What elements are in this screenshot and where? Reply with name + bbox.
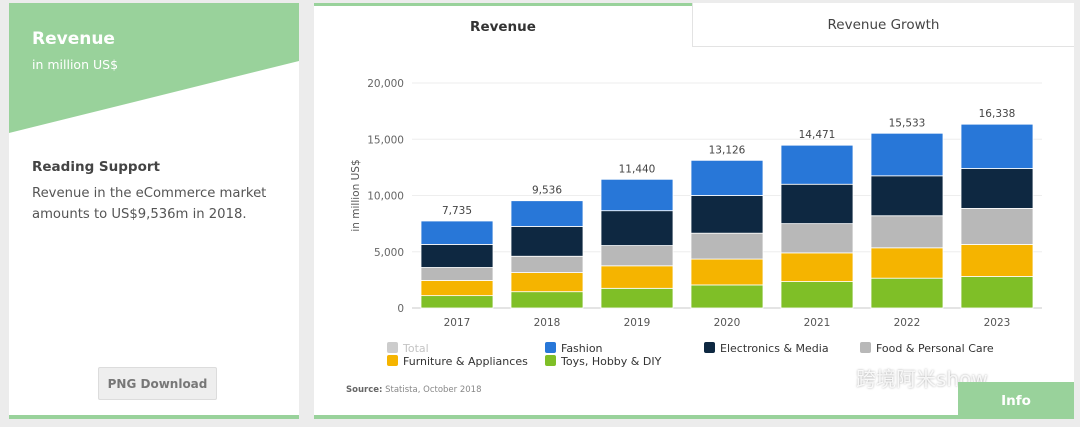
bar-segment bbox=[780, 144, 854, 185]
y-tick-label: 20,000 bbox=[367, 78, 404, 90]
bar-segment bbox=[510, 291, 584, 309]
y-tick-label: 10,000 bbox=[367, 191, 404, 203]
source-label: Source: bbox=[346, 385, 383, 395]
total-data-label: 9,536 bbox=[532, 185, 562, 197]
bar-segment bbox=[510, 272, 584, 293]
legend-label: Fashion bbox=[561, 342, 603, 355]
card-header: Revenue in million US$ bbox=[9, 3, 299, 138]
y-tick-label: 15,000 bbox=[367, 134, 404, 146]
y-tick-label: 0 bbox=[397, 303, 404, 315]
bar-segment bbox=[690, 159, 764, 196]
bar-segment bbox=[420, 244, 494, 268]
bar-segment bbox=[780, 223, 854, 254]
png-download-button[interactable]: PNG Download bbox=[98, 367, 217, 400]
bar-segment bbox=[600, 210, 674, 246]
header-banner bbox=[9, 3, 299, 133]
tab-revenue[interactable]: Revenue bbox=[314, 3, 692, 47]
source-note: Source: Statista, October 2018 bbox=[346, 385, 481, 395]
card-title: Revenue bbox=[32, 29, 115, 49]
source-text: Statista, October 2018 bbox=[385, 385, 482, 395]
bar-segment bbox=[960, 208, 1034, 245]
chart-card: Revenue Revenue Growth 0 5,000 10,000 15,00… bbox=[314, 3, 1074, 419]
y-tick-label: 5,000 bbox=[374, 247, 404, 259]
x-tick-label: 2023 bbox=[984, 317, 1011, 329]
bar-segment bbox=[510, 200, 584, 227]
bar-segment bbox=[510, 255, 584, 273]
bar-segment bbox=[870, 132, 944, 177]
legend-label: Electronics & Media bbox=[720, 342, 829, 355]
total-data-label: 11,440 bbox=[619, 163, 656, 175]
card-subtitle: in million US$ bbox=[32, 57, 119, 72]
total-data-label: 16,338 bbox=[979, 108, 1016, 120]
bar-segment bbox=[600, 265, 674, 289]
bar-segment bbox=[870, 215, 944, 249]
y-axis-label: in million US$ bbox=[350, 159, 362, 231]
bar-segment bbox=[780, 252, 854, 282]
legend-label: Food & Personal Care bbox=[876, 342, 994, 355]
bar-segment bbox=[420, 267, 494, 281]
total-data-label: 14,471 bbox=[799, 129, 836, 141]
bar-segment bbox=[420, 280, 494, 297]
bar-segment bbox=[960, 168, 1034, 209]
legend-swatch bbox=[545, 355, 556, 366]
bar-segment bbox=[780, 183, 854, 225]
bar-segment bbox=[960, 244, 1034, 277]
bar-segment bbox=[870, 277, 944, 309]
x-tick-label: 2021 bbox=[804, 317, 831, 329]
bar-segment bbox=[960, 276, 1034, 309]
bar-segment bbox=[690, 258, 764, 286]
bar-segment bbox=[870, 247, 944, 279]
bar-segment bbox=[690, 232, 764, 260]
bar-segment bbox=[960, 123, 1034, 169]
bar-segment bbox=[690, 195, 764, 234]
revenue-chart: 0 5,000 10,000 15,000 20,000 in million US$ 7,… bbox=[350, 78, 1042, 368]
bar-segment bbox=[600, 178, 674, 212]
total-data-label: 7,735 bbox=[442, 205, 472, 217]
reading-support-text: Revenue in the eCommerce market amounts … bbox=[32, 186, 267, 222]
bar-segment bbox=[510, 226, 584, 257]
total-data-label: 13,126 bbox=[709, 144, 746, 156]
x-tick-label: 2017 bbox=[444, 317, 471, 329]
legend-swatch bbox=[387, 355, 398, 366]
legend-label: Total bbox=[402, 342, 429, 355]
x-tick-label: 2022 bbox=[894, 317, 921, 329]
total-data-label: 15,533 bbox=[889, 117, 926, 129]
x-tick-label: 2020 bbox=[714, 317, 741, 329]
bar-segment bbox=[420, 295, 494, 309]
info-button[interactable]: Info bbox=[958, 382, 1074, 419]
reading-support-card: Revenue in million US$ Reading Support R… bbox=[9, 3, 299, 419]
x-tick-label: 2018 bbox=[534, 317, 561, 329]
legend-swatch bbox=[545, 342, 556, 353]
bar-segment bbox=[780, 281, 854, 309]
bar-segment bbox=[690, 284, 764, 309]
legend-label: Toys, Hobby & DIY bbox=[560, 355, 662, 368]
reading-support-title: Reading Support bbox=[32, 159, 160, 175]
bar-segment bbox=[600, 245, 674, 267]
legend-swatch bbox=[704, 342, 715, 353]
bar-segment bbox=[420, 220, 494, 245]
x-tick-label: 2019 bbox=[624, 317, 651, 329]
bar-segment bbox=[600, 287, 674, 309]
tab-revenue-growth[interactable]: Revenue Growth bbox=[692, 3, 1074, 47]
legend-label: Furniture & Appliances bbox=[403, 355, 528, 368]
legend-swatch bbox=[387, 342, 398, 353]
legend-swatch bbox=[860, 342, 871, 353]
bar-segment bbox=[870, 175, 944, 217]
wechat-icon bbox=[824, 364, 850, 391]
